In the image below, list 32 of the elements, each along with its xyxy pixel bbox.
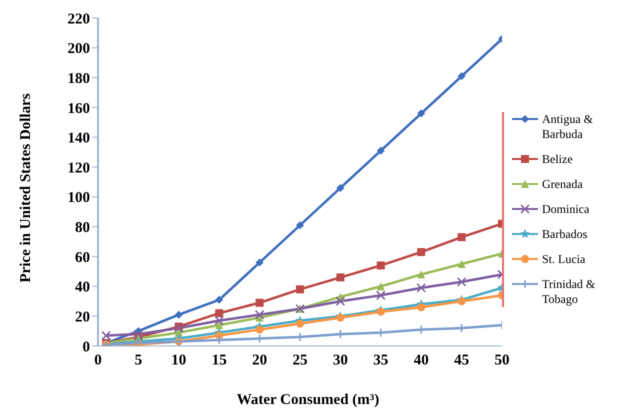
y-tick-label: 40 [75,280,90,296]
y-axis-title: Price in United States Dollars [18,93,34,283]
y-tick-label: 20 [75,310,90,326]
y-tick-label: 0 [82,339,90,356]
x-tick-label: 30 [332,352,348,369]
legend-label: Barbados [542,227,588,242]
y-tick-label: 140 [68,130,90,147]
legend-label: Grenada [542,177,583,192]
x-axis-title: Water Consumed (m³) [236,392,380,408]
y-tick-label: 60 [75,250,90,266]
legend-label: Belize [542,152,573,167]
legend-label: Dominica [542,202,590,217]
x-tick-label: 35 [373,352,388,369]
y-tick-label: 200 [68,41,90,58]
x-tick-label: 20 [252,352,268,369]
x-tick-label: 15 [212,352,227,369]
y-tick-label: 100 [68,190,90,206]
x-tick-label: 5 [134,352,142,369]
x-tick-label: 40 [414,352,429,369]
y-tick-label: 220 [68,11,90,28]
y-tick-label: 160 [68,100,90,117]
y-tick-label: 180 [68,70,90,87]
x-tick-label: 10 [171,352,186,369]
x-tick-label: 25 [292,352,308,369]
x-tick-label: 0 [94,352,102,369]
x-tick-label: 50 [494,352,510,369]
legend-label: St. Lucia [542,252,586,267]
legend-label: Antigua & Barbuda [542,112,594,142]
y-tick-label: 120 [68,160,90,176]
x-tick-label: 45 [454,352,470,369]
legend-label: Trinidad & Tobago [542,277,596,307]
y-tick-label: 80 [75,220,90,236]
